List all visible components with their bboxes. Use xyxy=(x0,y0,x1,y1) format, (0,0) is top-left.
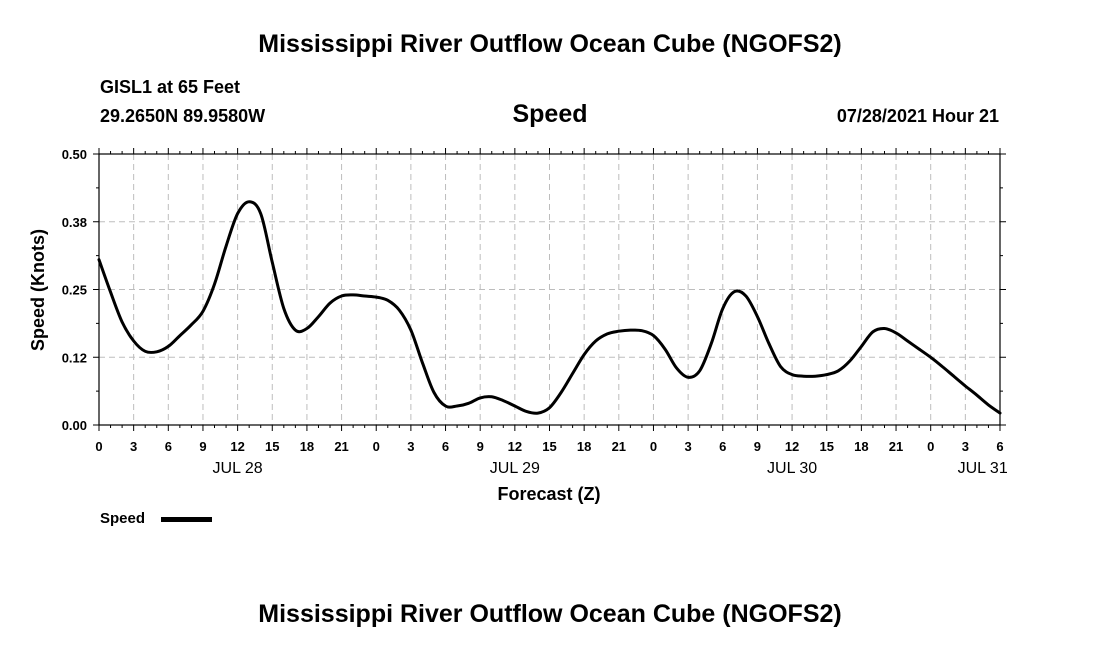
x-tick-label: 12 xyxy=(230,439,244,454)
y-tick-label: 0.38 xyxy=(62,215,87,230)
x-tick-label: 0 xyxy=(373,439,380,454)
speed-series-line xyxy=(97,200,1002,415)
date-label: JUL 31 xyxy=(958,460,1008,477)
y-tick-label: 0.50 xyxy=(62,147,87,162)
axis-ticks xyxy=(93,148,1006,431)
x-axis-label: Forecast (Z) xyxy=(497,484,600,504)
y-tick-labels: 0.00 0.12 0.25 0.38 0.50 xyxy=(62,147,87,433)
forecast-timestamp: 07/28/2021 Hour 21 xyxy=(836,106,999,126)
x-tick-label: 18 xyxy=(300,439,314,454)
x-tick-label: 18 xyxy=(577,439,591,454)
legend-line-swatch xyxy=(161,517,212,522)
y-tick-label: 0.12 xyxy=(62,350,87,365)
x-tick-label: 3 xyxy=(407,439,414,454)
date-labels: JUL 28 JUL 29 JUL 30 JUL 31 xyxy=(213,460,1008,477)
x-tick-label: 0 xyxy=(927,439,934,454)
y-axis-label: Speed (Knots) xyxy=(28,229,48,351)
x-tick-label: 6 xyxy=(996,439,1003,454)
y-tick-label: 0.25 xyxy=(62,283,87,298)
station-label: GISL1 at 65 Feet xyxy=(100,77,241,97)
x-tick-label: 6 xyxy=(165,439,172,454)
x-tick-label: 9 xyxy=(199,439,206,454)
x-tick-label: 12 xyxy=(508,439,522,454)
date-label: JUL 30 xyxy=(767,460,817,477)
legend-label: Speed xyxy=(100,510,146,527)
variable-title: Speed xyxy=(512,100,588,128)
x-tick-label: 21 xyxy=(612,439,626,454)
footer-title: Mississippi River Outflow Ocean Cube (NG… xyxy=(258,600,842,628)
x-tick-label: 0 xyxy=(650,439,657,454)
x-tick-label: 9 xyxy=(477,439,484,454)
x-tick-labels: 0 3 6 9 12 15 18 21 0 3 6 9 12 15 18 21 0 3 6 9 12 15 18 21 0 3 6 xyxy=(95,439,1003,454)
station-coordinates: 29.2650N 89.9580W xyxy=(100,106,266,126)
x-tick-label: 3 xyxy=(684,439,691,454)
x-tick-label: 18 xyxy=(854,439,868,454)
date-label: JUL 28 xyxy=(213,460,263,477)
chart-title: Mississippi River Outflow Ocean Cube (NG… xyxy=(258,30,842,58)
y-tick-label: 0.00 xyxy=(62,418,87,433)
x-tick-label: 0 xyxy=(95,439,102,454)
x-tick-label: 3 xyxy=(130,439,137,454)
x-tick-label: 3 xyxy=(962,439,969,454)
x-tick-label: 21 xyxy=(889,439,903,454)
date-label: JUL 29 xyxy=(490,460,540,477)
x-tick-label: 6 xyxy=(442,439,449,454)
x-tick-label: 15 xyxy=(265,439,279,454)
x-tick-label: 6 xyxy=(719,439,726,454)
x-tick-label: 21 xyxy=(334,439,348,454)
x-tick-label: 9 xyxy=(754,439,761,454)
x-tick-label: 15 xyxy=(819,439,833,454)
x-tick-label: 15 xyxy=(542,439,556,454)
x-tick-label: 12 xyxy=(785,439,799,454)
grid-lines xyxy=(99,154,1000,425)
